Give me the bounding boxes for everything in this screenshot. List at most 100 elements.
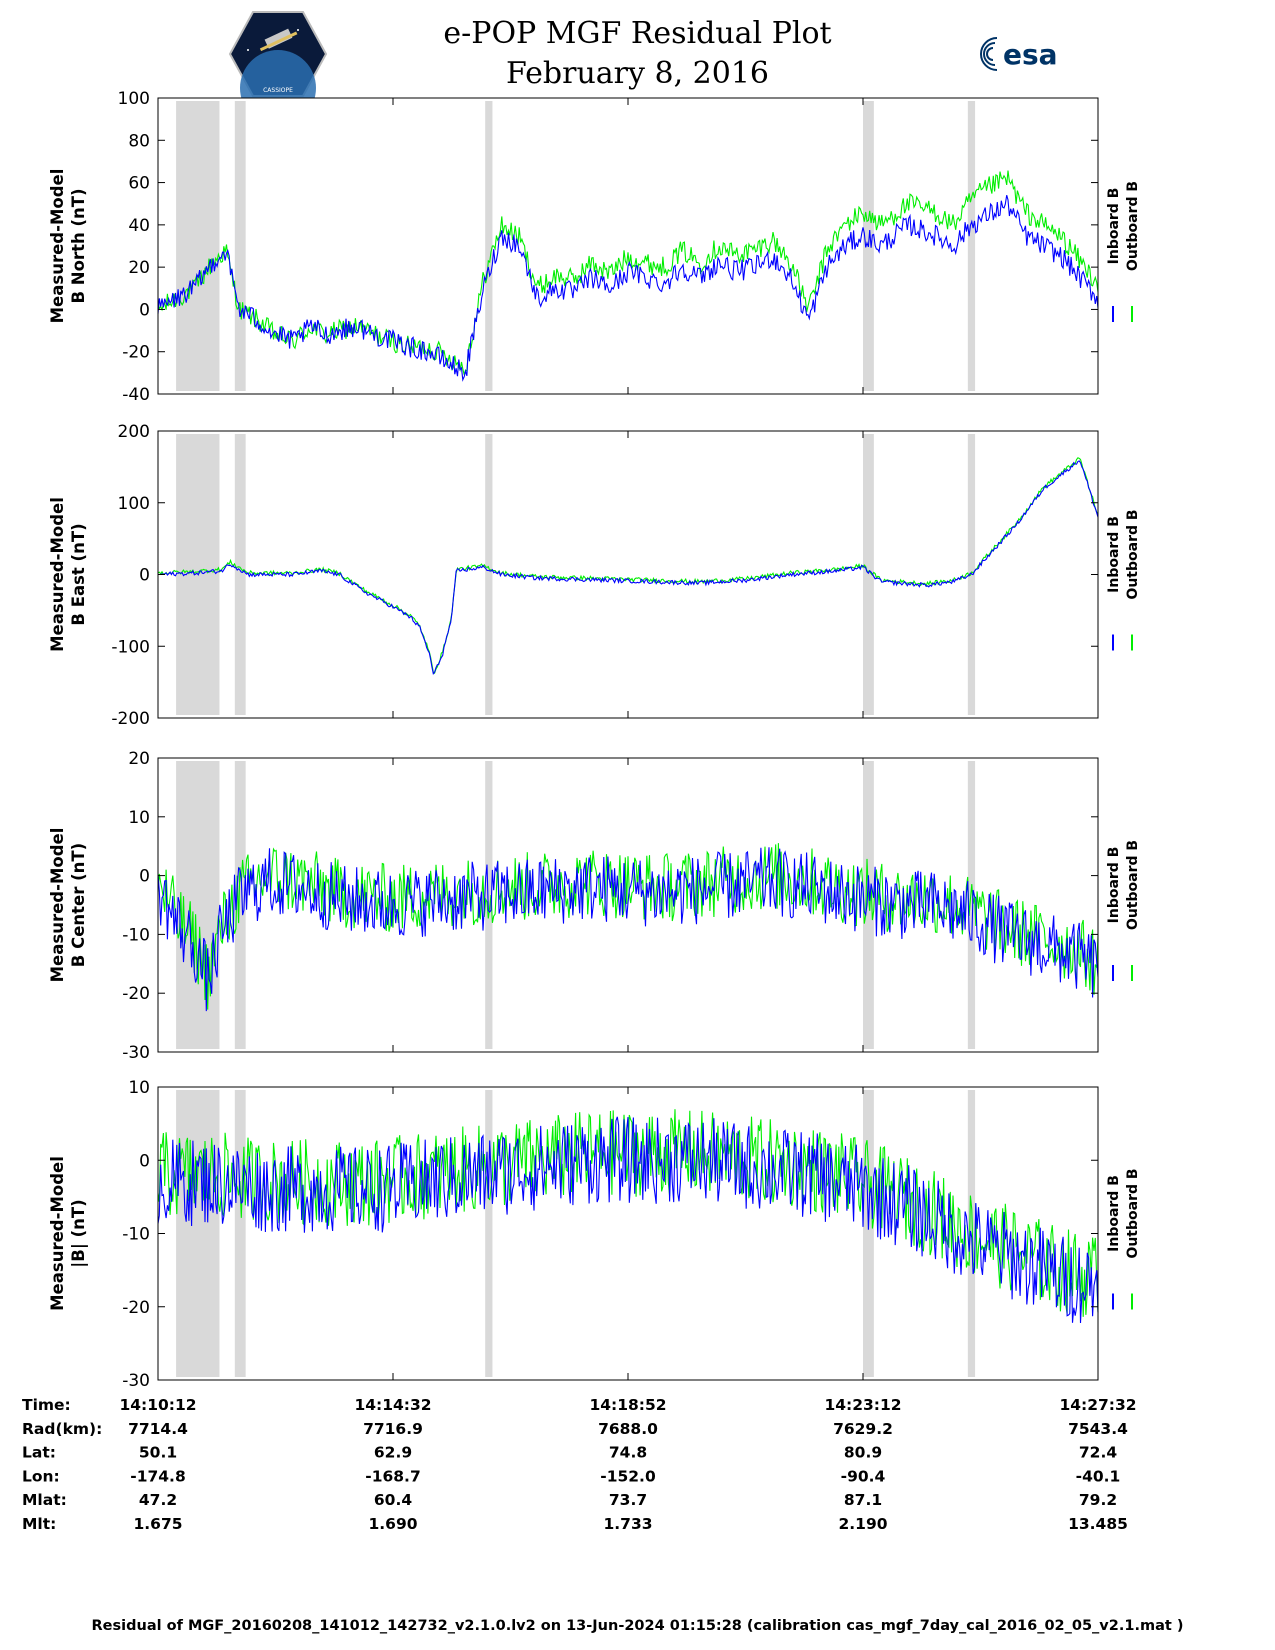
- ephemeris-value: 7714.4: [128, 1420, 188, 1438]
- legend-inboard-label: Inboard B: [1106, 188, 1122, 265]
- ephemeris-value: 47.2: [139, 1491, 177, 1509]
- y-tick-label: 0: [139, 867, 150, 887]
- ephemeris-value: 14:27:32: [1059, 1396, 1136, 1414]
- series-inboard-line: [157, 847, 1099, 1012]
- shaded-interval-1: [176, 1090, 220, 1377]
- legend-outboard-label: Outboard B: [1125, 509, 1141, 599]
- series-outboard-line: [157, 457, 1099, 675]
- ephemeris-value: 72.4: [1079, 1444, 1117, 1462]
- legend-inboard-label: Inboard B: [1106, 847, 1122, 924]
- shaded-interval-2: [234, 434, 246, 715]
- ephemeris-value: 74.8: [609, 1444, 647, 1462]
- shaded-interval-5: [967, 761, 976, 1049]
- y-tick-label: 80: [128, 131, 150, 151]
- legend-outboard-label: Outboard B: [1125, 181, 1141, 271]
- shaded-interval-1: [176, 761, 220, 1049]
- shaded-interval-5: [967, 101, 976, 391]
- y-axis-label-line-1: Measured-Model: [48, 169, 67, 324]
- legend-inboard-label: Inboard B: [1106, 1175, 1122, 1252]
- y-tick-label: 0: [139, 566, 150, 586]
- series-inboard-line: [157, 195, 1099, 382]
- series-inboard-line: [157, 1116, 1099, 1324]
- shaded-interval-3: [485, 101, 493, 391]
- ephemeris-value: 1.675: [133, 1515, 182, 1533]
- y-tick-label: 10: [128, 1078, 150, 1098]
- y-axis-label-line-2: B Center (nT): [69, 843, 88, 967]
- ephemeris-value: 2.190: [838, 1515, 887, 1533]
- plot-title: e-POP MGF Residual Plot February 8, 2016: [0, 14, 1275, 94]
- y-tick-label: -40: [122, 385, 150, 405]
- cassiope-logo-text: CASSIOPE: [263, 87, 293, 94]
- ephemeris-value: 62.9: [374, 1444, 412, 1462]
- panel-3: 20 10 0 -10 -20 -30 Measured-Model B Center (nT…: [48, 749, 1141, 1063]
- cassiope-mission-logo: CASSIOPE: [228, 11, 328, 98]
- ephemeris-value: 14:18:52: [589, 1396, 666, 1414]
- y-axis-label-line-1: Measured-Model: [48, 497, 67, 652]
- y-tick-label: 0: [139, 300, 150, 320]
- ephemeris-row-label: Lon:: [22, 1467, 60, 1485]
- ephemeris-value: -90.4: [841, 1467, 886, 1485]
- legend-outboard-label: Outboard B: [1125, 1168, 1141, 1258]
- ephemeris-value: 7629.2: [833, 1420, 893, 1438]
- ephemeris-value: 1.690: [368, 1515, 417, 1533]
- y-tick-label: -30: [122, 1371, 150, 1391]
- y-tick-label: 40: [128, 216, 150, 236]
- y-tick-label: -100: [111, 637, 150, 657]
- panel-4: 10 0 -10 -20 -30 Measured-Model |B| (nT) Inboar…: [48, 1078, 1141, 1391]
- esa-logo: esa: [980, 37, 1058, 71]
- ephemeris-row-label: Mlt:: [22, 1515, 56, 1533]
- ephemeris-row-label: Mlat:: [22, 1491, 67, 1509]
- y-tick-label: -20: [122, 984, 150, 1004]
- shaded-interval-3: [485, 1090, 493, 1377]
- y-tick-label: 20: [128, 258, 150, 278]
- y-tick-label: -20: [122, 1298, 150, 1318]
- ephemeris-value: 60.4: [374, 1491, 412, 1509]
- shaded-interval-4: [863, 761, 874, 1049]
- shaded-interval-4: [863, 434, 874, 715]
- y-tick-label: 100: [118, 89, 150, 109]
- ephemeris-value: 1.733: [603, 1515, 652, 1533]
- ephemeris-value: 14:23:12: [824, 1396, 901, 1414]
- series-inboard-line: [158, 460, 1099, 675]
- ephemeris-value: 50.1: [139, 1444, 177, 1462]
- y-tick-label: 100: [118, 494, 150, 514]
- y-axis-label-line-2: B East (nT): [69, 523, 88, 625]
- ephemeris-value: -152.0: [600, 1467, 656, 1485]
- ephemeris-value: 7716.9: [363, 1420, 423, 1438]
- legend-inboard-label: Inboard B: [1106, 516, 1122, 593]
- ephemeris-value: 13.485: [1068, 1515, 1128, 1533]
- ephemeris-row-label: Rad(km):: [22, 1420, 102, 1438]
- y-axis-label-line-1: Measured-Model: [48, 828, 67, 983]
- ephemeris-table: Time: 14:10:12 14:14:32 14:18:52 14:23:12 14:…: [22, 1396, 1137, 1533]
- ephemeris-value: 7543.4: [1068, 1420, 1128, 1438]
- y-tick-label: 60: [128, 174, 150, 194]
- shaded-interval-2: [234, 761, 246, 1049]
- shaded-interval-3: [485, 761, 493, 1049]
- ephemeris-value: -40.1: [1076, 1467, 1121, 1485]
- y-tick-label: -200: [111, 709, 150, 729]
- plot-title-line-2: February 8, 2016: [505, 56, 769, 91]
- ephemeris-value: 79.2: [1079, 1491, 1117, 1509]
- ephemeris-value: 14:10:12: [119, 1396, 196, 1414]
- ephemeris-value: 80.9: [844, 1444, 882, 1462]
- ephemeris-row-label: Time:: [22, 1396, 71, 1414]
- legend-outboard-label: Outboard B: [1125, 840, 1141, 930]
- ephemeris-row-label: Lat:: [22, 1444, 56, 1462]
- shaded-interval-2: [234, 101, 246, 391]
- y-axis-label-line-2: B North (nT): [69, 188, 88, 303]
- ephemeris-value: 87.1: [844, 1491, 882, 1509]
- y-tick-label: -20: [122, 343, 150, 363]
- ephemeris-value: 7688.0: [598, 1420, 658, 1438]
- y-tick-label: -10: [122, 925, 150, 945]
- esa-logo-text: esa: [1003, 38, 1058, 71]
- ephemeris-value: 14:14:32: [354, 1396, 431, 1414]
- y-tick-label: 10: [128, 808, 150, 828]
- y-tick-label: -30: [122, 1043, 150, 1063]
- ephemeris-value: 73.7: [609, 1491, 647, 1509]
- ephemeris-value: -174.8: [130, 1467, 185, 1485]
- y-tick-label: 0: [139, 1151, 150, 1171]
- y-tick-label: 20: [128, 749, 150, 769]
- y-tick-label: 200: [118, 422, 150, 442]
- ephemeris-value: -168.7: [365, 1467, 420, 1485]
